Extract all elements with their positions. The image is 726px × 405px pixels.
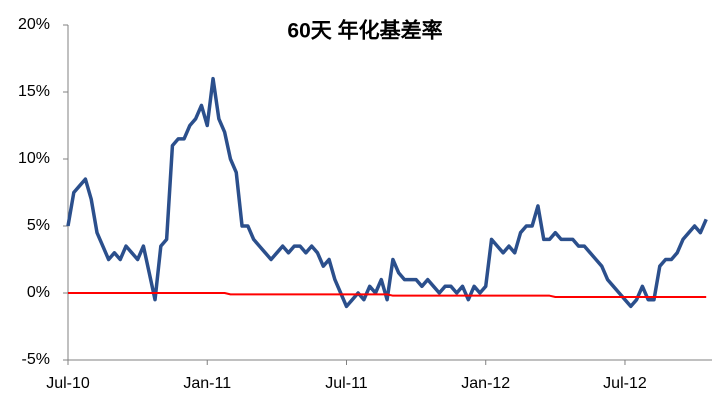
y-tick-label: 5% — [27, 217, 50, 234]
x-tick-label: Jan-11 — [183, 375, 231, 392]
y-tick-label: 0% — [27, 284, 50, 301]
x-tick-label: Jul-11 — [325, 375, 367, 392]
x-tick-label: Jan-12 — [461, 375, 510, 392]
y-tick-label: 20% — [18, 16, 50, 33]
x-tick-label: Jul-12 — [603, 375, 647, 392]
y-tick-label: 10% — [18, 150, 50, 167]
x-tick-label: Jul-10 — [46, 375, 90, 392]
y-tick-label: -5% — [22, 351, 50, 368]
series-line — [68, 292, 707, 299]
series-line — [66, 76, 708, 309]
y-tick-label: 15% — [18, 83, 50, 100]
chart-title: 60天 年化基差率 — [287, 19, 442, 43]
